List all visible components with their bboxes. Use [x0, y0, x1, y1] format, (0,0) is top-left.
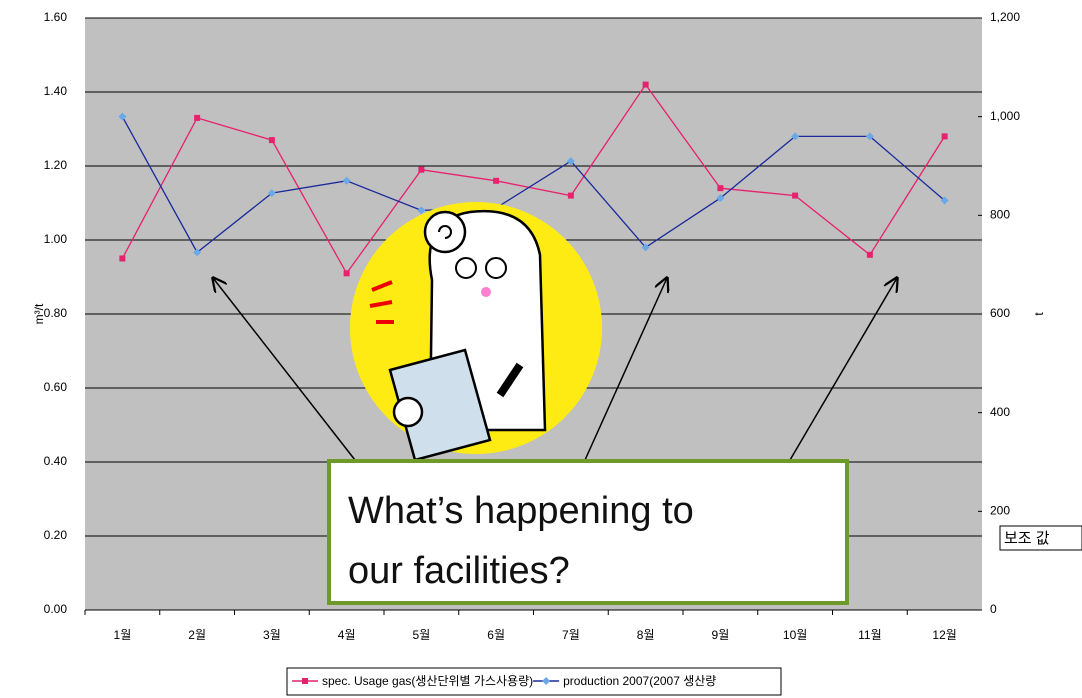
y2-tick-label: 800	[990, 208, 1010, 222]
y-tick-label: 1.20	[44, 158, 68, 172]
x-tick-label: 1월	[114, 628, 132, 642]
point	[344, 270, 350, 276]
point	[194, 115, 200, 121]
point	[792, 193, 798, 199]
x-tick-label: 8월	[637, 628, 655, 642]
chart: 0.00 0.20 0.40 0.60 0.80 1.00 1.20 1.40 1.60 0 200…	[0, 0, 1082, 698]
y2-tick-label: 600	[990, 306, 1010, 320]
y2-tick-label: 200	[990, 504, 1010, 518]
legend-label: spec. Usage gas(생산단위별 가스사용량)	[322, 674, 533, 688]
y2-axis-label: t	[1032, 312, 1046, 316]
legend-marker	[302, 678, 308, 684]
cartoon-hair	[425, 212, 465, 252]
x-tick-label: 11월	[858, 628, 882, 642]
y2-tick-label: 1,200	[990, 10, 1020, 24]
y-tick-label: 0.60	[44, 380, 68, 394]
legend-label: production 2007(2007 생산량	[563, 674, 716, 688]
x-tick-label: 2월	[188, 628, 206, 642]
point	[717, 185, 723, 191]
y-tick-label: 0.00	[44, 602, 68, 616]
cartoon-hand	[394, 398, 422, 426]
y-tick-label: 0.20	[44, 528, 68, 542]
y2-tick-label: 0	[990, 602, 997, 616]
y-tick-label: 0.40	[44, 454, 68, 468]
x-tick-label: 7월	[562, 628, 580, 642]
x-tick-label: 5월	[413, 628, 431, 642]
point	[568, 193, 574, 199]
y-axis-label: m³/t	[32, 303, 46, 324]
x-tick-label: 6월	[487, 628, 505, 642]
x-tick-label: 3월	[263, 628, 281, 642]
point	[493, 178, 499, 184]
secondary-label: 보조 값	[1004, 530, 1050, 547]
x-tick-label: 10월	[783, 628, 807, 642]
y-tick-label: 1.40	[44, 84, 68, 98]
y2-tick-label: 400	[990, 405, 1010, 419]
y-tick-label: 1.00	[44, 232, 68, 246]
x-tick-label: 9월	[712, 628, 730, 642]
point	[643, 82, 649, 88]
y-tick-label: 0.80	[44, 306, 68, 320]
point	[942, 133, 948, 139]
x-tick-label: 12월	[932, 628, 956, 642]
callout-text: our facilities?	[348, 550, 570, 592]
y-tick-label: 1.60	[44, 10, 68, 24]
point	[867, 252, 873, 258]
callout-text: What’s happening to	[348, 490, 694, 532]
x-tick-label: 4월	[338, 628, 356, 642]
point	[269, 137, 275, 143]
point	[418, 167, 424, 173]
y2-tick-label: 1,000	[990, 109, 1020, 123]
cartoon-cheek	[481, 287, 491, 297]
point	[119, 256, 125, 262]
